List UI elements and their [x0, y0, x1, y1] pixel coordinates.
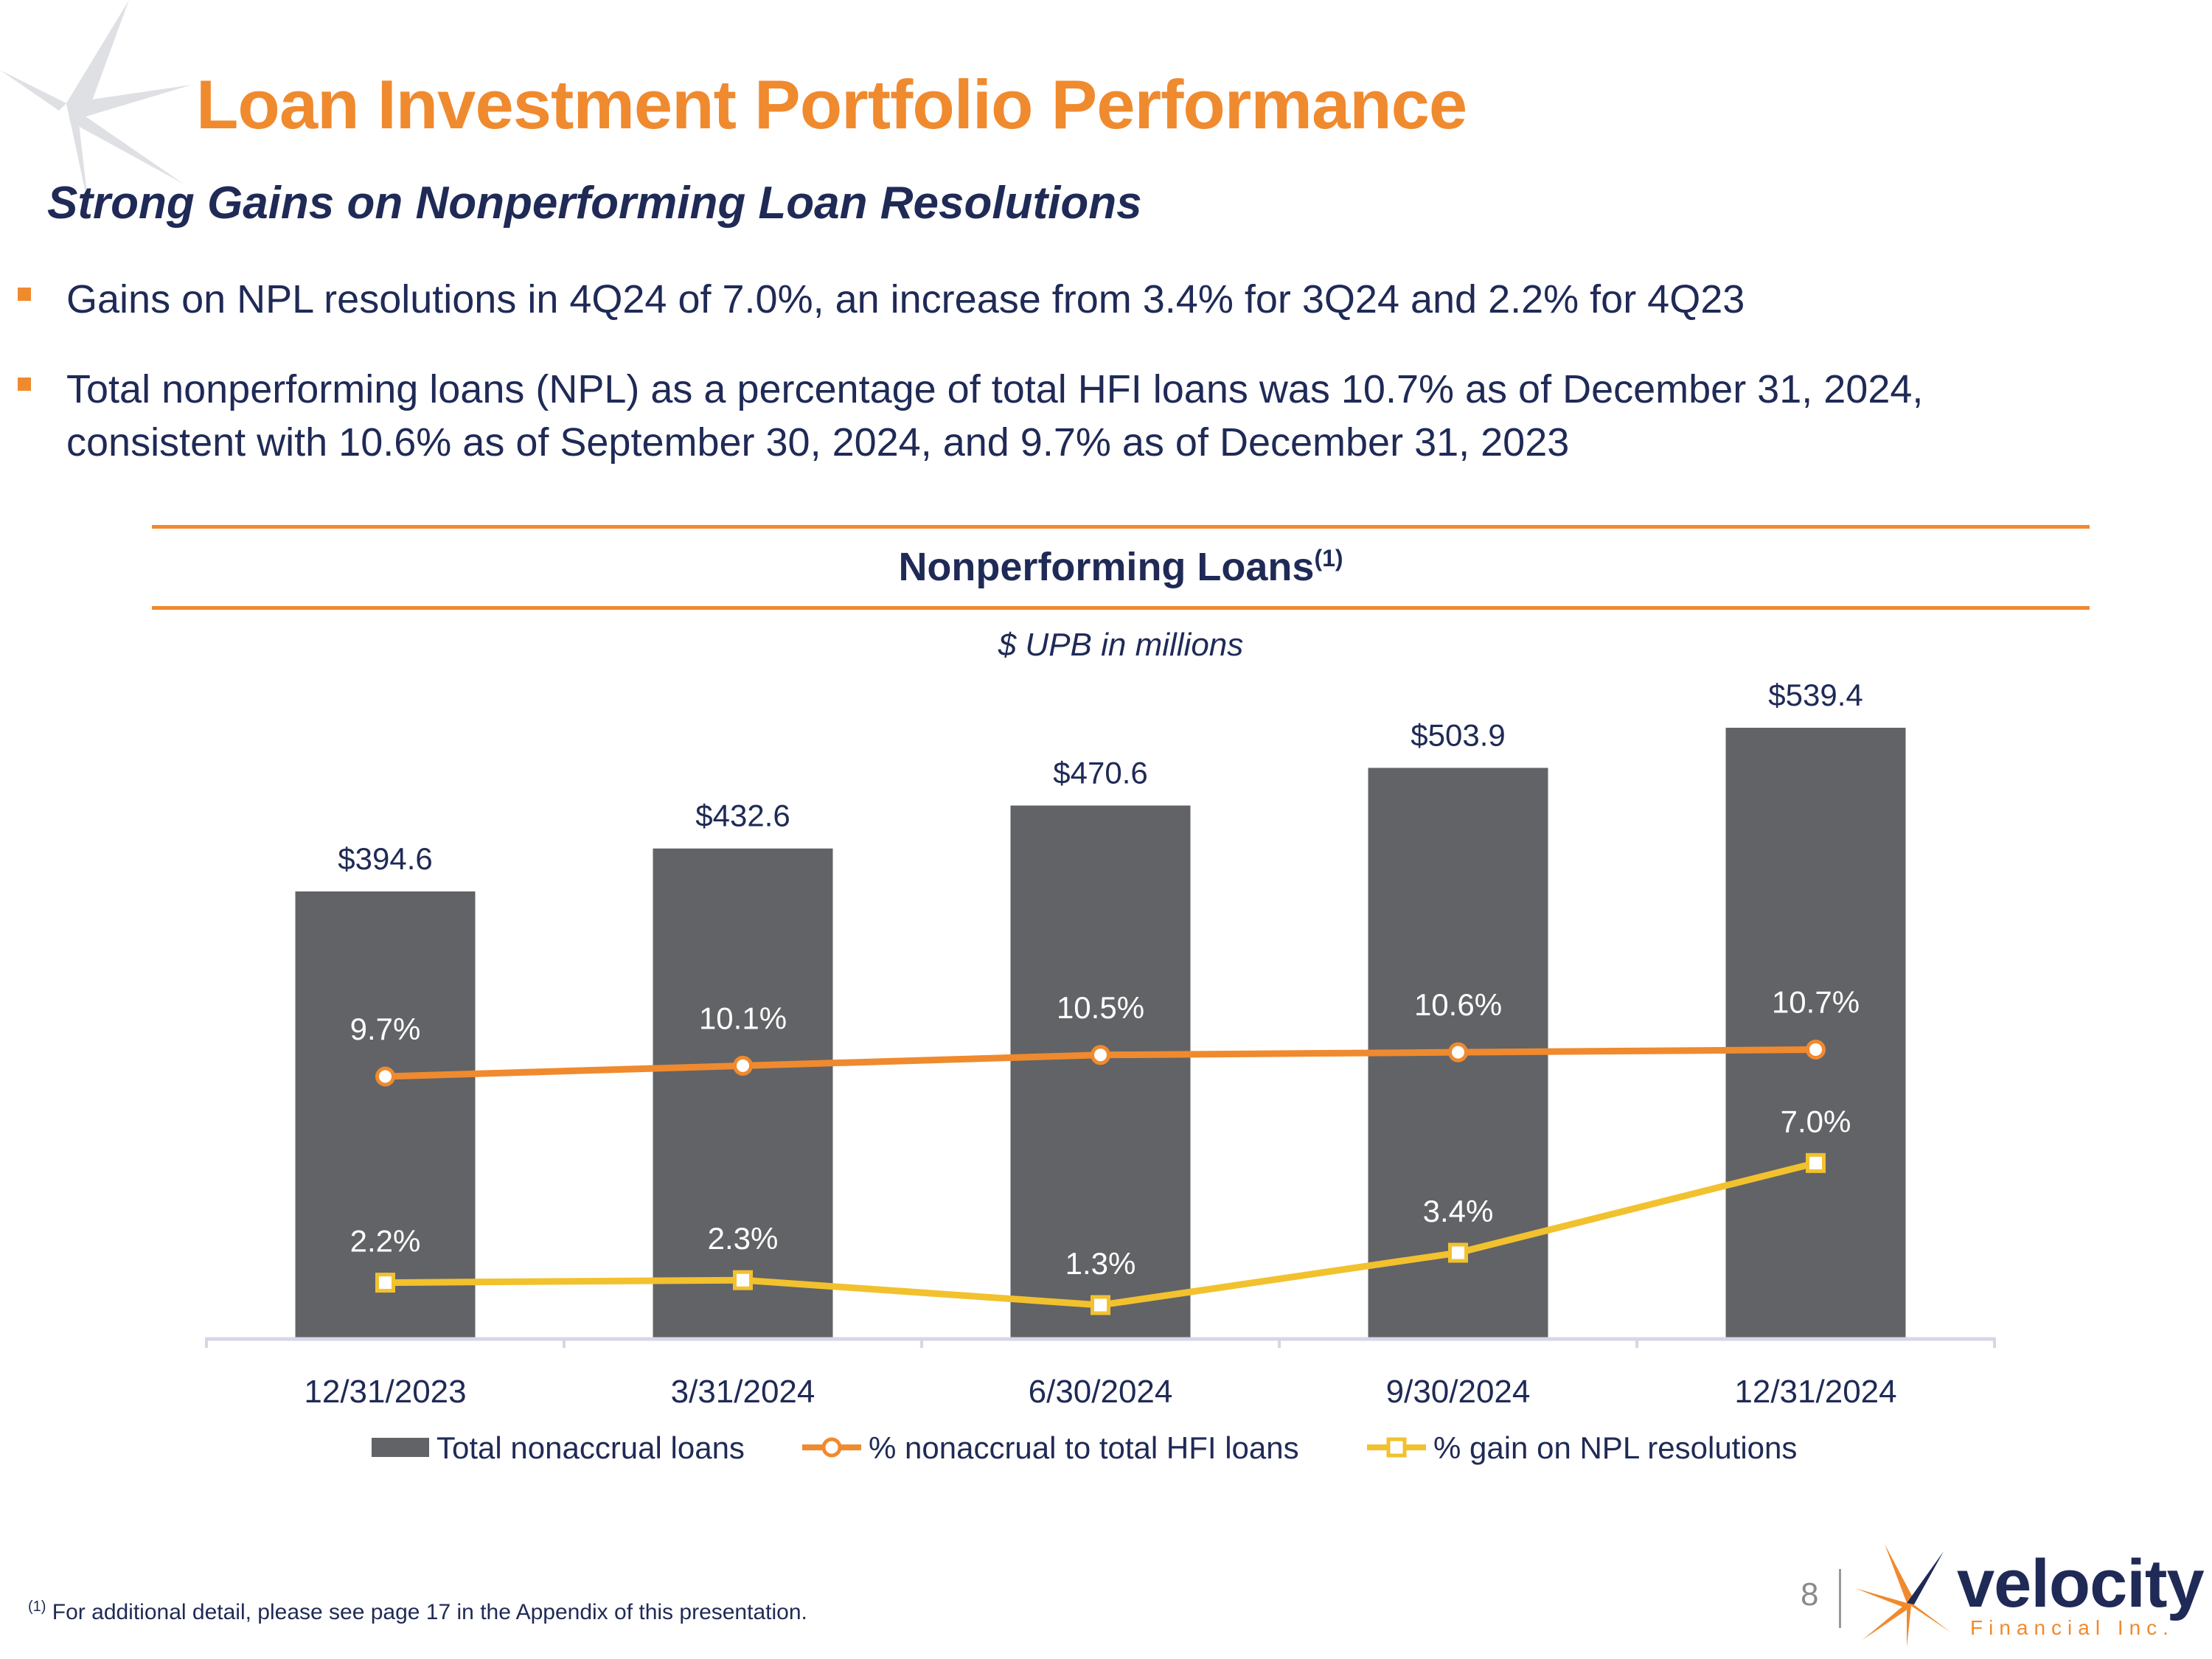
point-gain-npl-pct — [733, 1270, 753, 1290]
footnote-marker: (1) — [28, 1599, 46, 1615]
legend-label-gain-npl-pct: % gain on NPL resolutions — [1433, 1430, 1797, 1465]
point-nonaccrual-pct — [1806, 1040, 1826, 1060]
nonperforming-loans-chart: $394.6 $432.6 $470.6 $503.9 $539.4 12/31/2023… — [205, 678, 1996, 1465]
nonaccrual-pct-label: 10.7% — [1772, 985, 1860, 1020]
nonaccrual-pct-label: 10.6% — [1414, 987, 1502, 1022]
chart-title-rule-top — [152, 525, 2090, 529]
x-tick-label: 6/30/2024 — [1029, 1374, 1173, 1410]
star-decoration — [0, 0, 192, 206]
slide-subtitle: Strong Gains on Nonperforming Loan Resol… — [47, 178, 1142, 229]
page-number: 8 — [1801, 1576, 1819, 1613]
bullet-marker — [18, 378, 31, 391]
x-tick-label: 12/31/2024 — [1734, 1374, 1896, 1410]
velocity-logo-icon — [1855, 1544, 1951, 1647]
bar-value-label: $432.6 — [695, 799, 790, 833]
chart-title-rule-bottom — [152, 606, 2090, 610]
gain-npl-pct-label: 2.3% — [708, 1221, 779, 1256]
bar-value-label: $470.6 — [1053, 755, 1147, 790]
gain-npl-pct-label: 1.3% — [1065, 1246, 1136, 1281]
chart-title-text: Nonperforming Loans — [898, 545, 1315, 589]
logo-subtext: Financial Inc. — [1970, 1616, 2174, 1639]
bar-total-nonaccrual — [295, 891, 476, 1338]
nonaccrual-pct-label: 10.1% — [699, 1001, 787, 1035]
legend-label-total-nonaccrual: Total nonaccrual loans — [437, 1430, 745, 1465]
gain-npl-pct-label: 7.0% — [1781, 1104, 1851, 1138]
page-separator — [1839, 1569, 1841, 1628]
chart-title: Nonperforming Loans(1) — [152, 544, 2090, 590]
footnote: (1) For additional detail, please see pa… — [28, 1599, 807, 1625]
legend-marker-square — [1386, 1437, 1407, 1458]
x-tick-label: 12/31/2023 — [304, 1374, 466, 1410]
x-tick-label: 3/31/2024 — [671, 1374, 815, 1410]
x-tick-label: 9/30/2024 — [1386, 1374, 1531, 1410]
point-gain-npl-pct — [375, 1273, 395, 1293]
bar-value-label: $539.4 — [1768, 678, 1863, 712]
bar-total-nonaccrual — [653, 848, 833, 1338]
bar-value-label: $503.9 — [1411, 717, 1505, 752]
chart-title-footnote-marker: (1) — [1314, 545, 1343, 571]
bullet-text-line: Gains on NPL resolutions in 4Q24 of 7.0%… — [66, 277, 1745, 321]
logo-wordmark: velocity — [1957, 1546, 2205, 1621]
chart-subtitle: $ UPB in millions — [998, 627, 1244, 663]
slide-title: Loan Investment Portfolio Performance — [196, 66, 1467, 143]
gain-npl-pct-label: 3.4% — [1423, 1194, 1494, 1228]
gain-npl-pct-label: 2.2% — [350, 1224, 421, 1259]
nonaccrual-pct-label: 10.5% — [1057, 990, 1144, 1025]
legend-swatch-bar — [372, 1438, 429, 1457]
point-nonaccrual-pct — [733, 1055, 753, 1076]
footnote-text: For additional detail, please see page 1… — [52, 1600, 807, 1624]
legend-marker-circle — [821, 1437, 842, 1458]
bullet-marker — [18, 288, 31, 301]
bar-value-label: $394.6 — [338, 841, 432, 876]
bar-total-nonaccrual — [1010, 805, 1191, 1338]
point-nonaccrual-pct — [375, 1066, 395, 1087]
point-gain-npl-pct — [1091, 1295, 1110, 1315]
bar-total-nonaccrual — [1725, 728, 1906, 1338]
point-nonaccrual-pct — [1448, 1042, 1468, 1062]
legend-label-nonaccrual-pct: % nonaccrual to total HFI loans — [869, 1430, 1299, 1465]
point-gain-npl-pct — [1806, 1152, 1826, 1173]
point-gain-npl-pct — [1448, 1242, 1468, 1263]
bullet-text-line: consistent with 10.6% as of September 30… — [66, 420, 1570, 465]
nonaccrual-pct-label: 9.7% — [350, 1012, 421, 1046]
point-nonaccrual-pct — [1091, 1045, 1110, 1065]
bullet-text-line: Total nonperforming loans (NPL) as a per… — [66, 367, 1924, 411]
